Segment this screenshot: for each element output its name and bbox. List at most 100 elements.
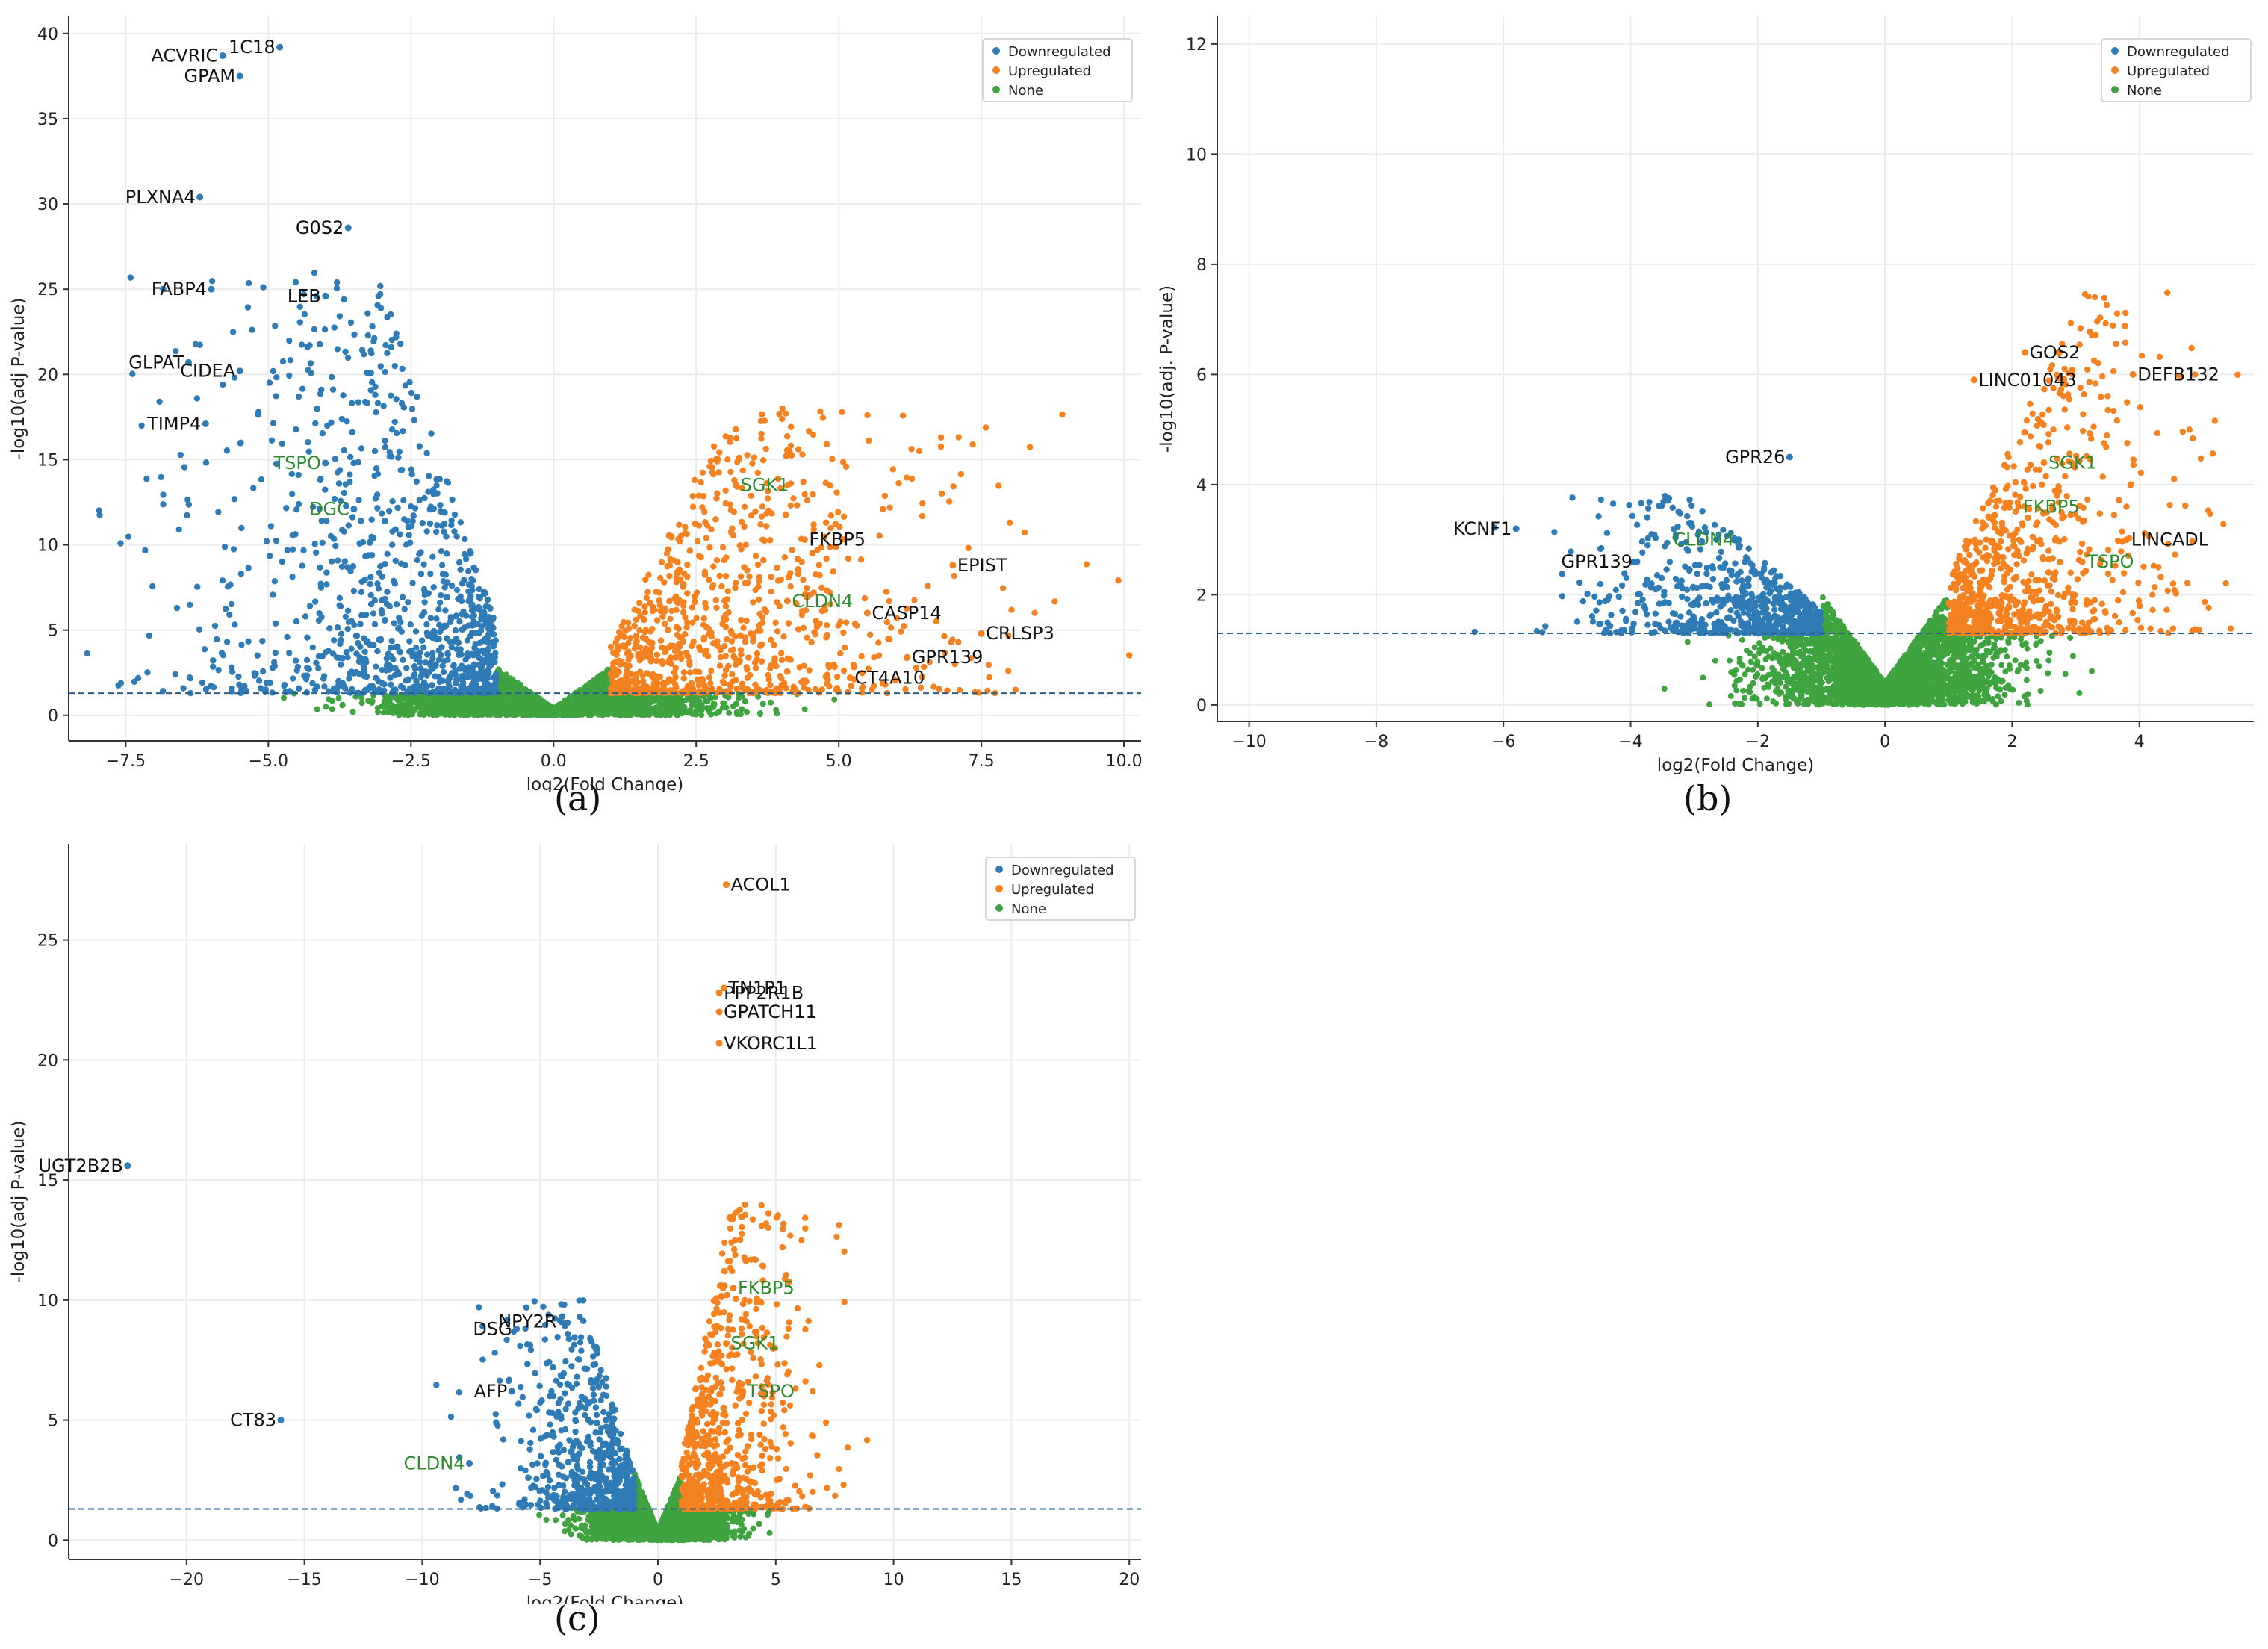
point-up <box>785 574 792 580</box>
point-down <box>321 326 329 333</box>
point-down <box>375 586 382 592</box>
point-none <box>507 682 514 689</box>
point-up <box>809 550 815 556</box>
point-up <box>986 674 992 681</box>
point-down <box>160 491 167 498</box>
point-up <box>701 509 708 515</box>
point-none <box>521 702 528 709</box>
point-down <box>421 589 429 595</box>
point-up <box>885 636 892 642</box>
point-up <box>671 648 679 655</box>
point-down <box>338 636 344 644</box>
point-up <box>785 620 792 627</box>
point-down <box>363 659 370 665</box>
point-up <box>883 618 891 626</box>
point-up <box>716 572 723 580</box>
point-down <box>393 429 400 437</box>
point-none <box>528 711 535 718</box>
point-down <box>418 637 426 644</box>
point-down <box>262 686 270 693</box>
point-none <box>737 711 744 718</box>
point-up <box>682 614 689 621</box>
point-up <box>798 679 805 686</box>
point-down <box>411 505 419 512</box>
annotation-label: CLDN4 <box>792 591 853 612</box>
point-up <box>854 622 860 629</box>
point-down <box>444 651 451 658</box>
point-down <box>361 576 369 583</box>
point-down <box>293 506 300 513</box>
point-down <box>484 674 491 682</box>
point-up <box>740 624 747 631</box>
point-up <box>780 633 787 640</box>
point-up <box>804 634 810 641</box>
annotated-point <box>196 193 204 201</box>
point-down <box>392 644 400 650</box>
point-down <box>348 400 355 407</box>
point-up <box>745 654 752 661</box>
point-down <box>478 627 485 634</box>
point-up <box>787 423 795 430</box>
point-down <box>396 448 403 456</box>
point-none <box>323 704 329 710</box>
point-up <box>758 430 765 438</box>
point-up <box>886 597 892 605</box>
point-up <box>719 544 727 551</box>
point-up <box>789 547 795 553</box>
point-none <box>595 706 602 712</box>
point-up <box>762 608 770 615</box>
point-down <box>244 304 252 311</box>
point-up <box>898 628 904 635</box>
point-down <box>350 459 357 467</box>
point-up <box>657 607 664 615</box>
point-up <box>777 650 785 656</box>
point-down <box>185 501 193 508</box>
point-down <box>408 389 415 397</box>
point-down <box>288 471 295 477</box>
point-up <box>823 621 830 629</box>
point-up <box>644 589 651 595</box>
point-none <box>636 709 643 716</box>
point-down <box>356 671 363 677</box>
point-none <box>538 711 545 718</box>
point-down <box>302 613 309 620</box>
point-down <box>184 512 190 519</box>
point-down <box>417 571 425 577</box>
point-up <box>748 492 754 500</box>
point-down <box>448 644 455 650</box>
point-up <box>633 633 640 639</box>
point-down <box>323 569 330 576</box>
point-up <box>619 678 626 685</box>
point-none <box>574 712 581 718</box>
point-up <box>837 618 844 625</box>
point-down <box>449 496 456 503</box>
point-up <box>919 500 926 507</box>
point-up <box>941 633 948 640</box>
point-down <box>423 672 430 679</box>
point-up <box>741 564 748 571</box>
point-up <box>823 555 830 562</box>
point-down <box>459 626 465 633</box>
point-down <box>266 379 273 386</box>
point-none <box>434 709 441 716</box>
point-up <box>754 650 761 657</box>
point-up <box>612 685 618 692</box>
point-none <box>743 709 750 715</box>
point-none <box>801 706 808 712</box>
point-down <box>452 627 459 634</box>
point-none <box>503 674 510 681</box>
point-down <box>429 682 435 689</box>
point-down <box>400 428 406 435</box>
point-up <box>823 519 830 526</box>
point-none <box>384 700 391 707</box>
point-down <box>390 577 397 585</box>
point-down <box>259 638 266 645</box>
point-up <box>783 668 790 675</box>
point-down <box>223 447 231 454</box>
point-up <box>730 646 737 653</box>
point-up <box>723 554 730 561</box>
point-down <box>458 673 465 680</box>
point-down <box>251 670 258 677</box>
point-up <box>848 683 855 689</box>
